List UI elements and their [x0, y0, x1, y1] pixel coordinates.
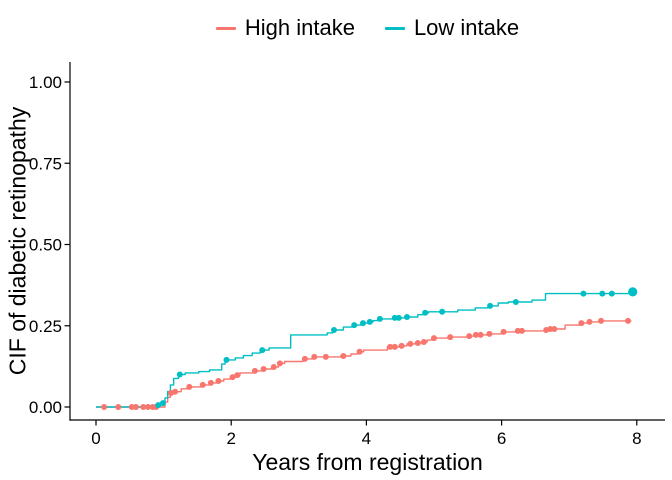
censor-marker-low-intake	[395, 314, 402, 321]
chart-legend: High intake Low intake	[70, 13, 665, 43]
censor-marker-low-intake	[599, 290, 606, 297]
x-axis-title: Years from registration	[252, 449, 483, 475]
censor-marker-high-intake	[251, 367, 258, 374]
y-tick-label: 0.75	[29, 154, 62, 173]
censor-marker-low-intake	[512, 299, 519, 305]
censor-marker-low-intake	[580, 290, 587, 297]
censor-marker-low-intake	[351, 322, 358, 329]
censor-marker-low-intake	[223, 356, 230, 363]
censor-marker-high-intake	[199, 381, 206, 388]
censor-marker-low-intake	[259, 347, 266, 354]
censor-marker-high-intake	[486, 330, 493, 337]
censor-marker-high-intake	[356, 348, 363, 355]
censor-marker-high-intake	[477, 331, 484, 338]
censor-marker-low-intake	[176, 371, 183, 378]
x-tick-label: 8	[632, 429, 641, 448]
censor-marker-high-intake	[186, 383, 193, 390]
legend-label-high-intake: High intake	[244, 15, 355, 40]
legend-label-low-intake: Low intake	[413, 15, 520, 40]
censor-marker-high-intake	[551, 326, 558, 332]
censor-marker-low-intake	[159, 400, 166, 407]
y-tick-label: 0.50	[29, 236, 62, 255]
censor-marker-low-intake	[404, 314, 410, 320]
censor-marker-high-intake	[447, 334, 454, 341]
censor-marker-high-intake	[500, 328, 507, 335]
censor-marker-high-intake	[140, 404, 147, 410]
censor-marker-high-intake	[322, 353, 329, 360]
censor-marker-high-intake	[270, 364, 277, 370]
censor-marker-low-intake	[487, 302, 494, 309]
x-tick-label: 0	[91, 429, 100, 448]
censor-marker-high-intake	[578, 320, 585, 327]
censor-marker-high-intake	[234, 372, 241, 379]
x-tick-label: 2	[226, 429, 235, 448]
censor-marker-low-intake	[608, 290, 615, 297]
censor-marker-high-intake	[340, 353, 347, 359]
legend-item-high-intake: High intake	[215, 15, 355, 40]
censor-marker-high-intake	[625, 317, 631, 324]
censor-marker-low-intake	[155, 402, 162, 409]
legend-line-key-low-intake	[384, 26, 405, 30]
censor-marker-high-intake	[431, 335, 437, 342]
censor-marker-high-intake	[407, 340, 414, 347]
censor-marker-high-intake	[301, 355, 308, 362]
censor-marker-low-intake	[331, 327, 337, 333]
y-tick-label: 0.25	[29, 317, 62, 336]
censor-marker-high-intake	[420, 339, 427, 345]
censor-marker-high-intake	[115, 404, 122, 410]
censor-marker-high-intake	[276, 360, 283, 367]
censor-marker-high-intake	[128, 404, 135, 410]
censor-marker-high-intake	[514, 327, 521, 334]
censor-marker-high-intake	[472, 331, 479, 338]
censor-marker-high-intake	[387, 343, 394, 350]
x-tick-label: 6	[497, 429, 506, 448]
y-axis-title: CIF of diabetic retinopathy	[4, 106, 31, 376]
censor-marker-high-intake	[398, 342, 405, 349]
censor-marker-high-intake	[414, 340, 421, 346]
censor-marker-high-intake	[311, 353, 318, 360]
y-tick-label: 0.00	[29, 398, 62, 417]
censor-marker-high-intake	[145, 404, 152, 410]
censor-marker-high-intake	[518, 327, 525, 334]
y-tick-label: 1.00	[29, 73, 62, 92]
censor-marker-high-intake	[172, 388, 179, 395]
censor-marker-low-intake	[422, 309, 429, 316]
x-tick-label: 4	[362, 429, 371, 448]
legend-line-key-high-intake	[215, 26, 236, 30]
censor-marker-low-intake	[366, 318, 373, 325]
censor-marker-low-intake	[376, 315, 383, 322]
censor-marker-high-intake	[260, 366, 267, 372]
censor-marker-high-intake	[586, 318, 593, 325]
censor-marker-high-intake	[466, 333, 473, 340]
censor-marker-low-intake	[628, 287, 638, 297]
legend-item-low-intake: Low intake	[384, 15, 520, 40]
censor-marker-high-intake	[132, 404, 139, 410]
censor-marker-high-intake	[207, 379, 214, 386]
censor-marker-high-intake	[215, 378, 222, 384]
censor-marker-high-intake	[229, 374, 236, 381]
censor-marker-low-intake	[360, 320, 366, 327]
censor-marker-high-intake	[598, 317, 604, 324]
censor-marker-low-intake	[439, 308, 446, 315]
censor-marker-high-intake	[101, 404, 108, 410]
censor-marker-high-intake	[391, 343, 398, 350]
